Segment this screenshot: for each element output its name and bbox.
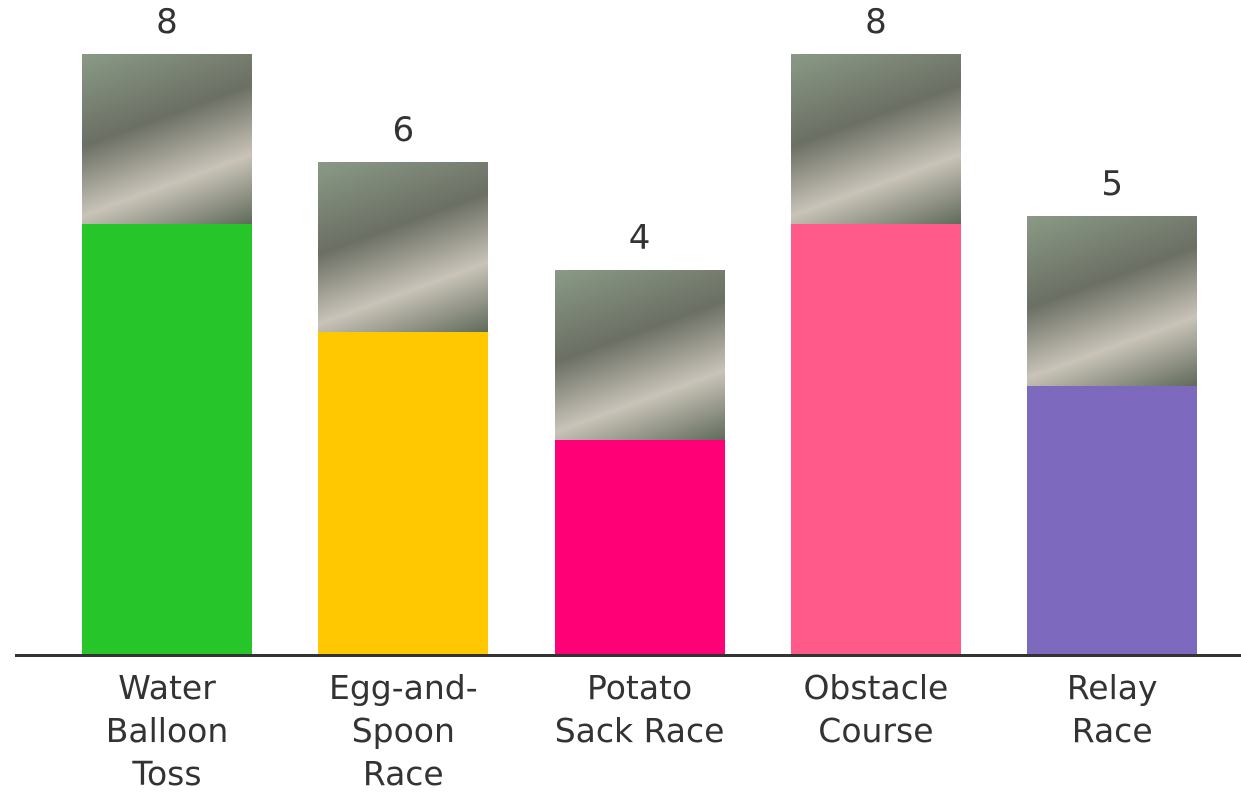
value-label: 8 [865, 2, 887, 42]
bar [318, 331, 489, 655]
x-tick-label: Potato Sack Race [554, 668, 725, 750]
x-tick-label: Relay Race [1066, 668, 1158, 750]
value-label: 5 [1101, 163, 1123, 204]
value-label: 8 [156, 2, 178, 42]
bar-image [318, 161, 489, 332]
x-tick-label: Obstacle Course [803, 668, 949, 750]
x-tick-label: Water Balloon Toss [105, 668, 229, 793]
bar [790, 224, 961, 655]
bar-image [82, 54, 252, 224]
bar-image [790, 54, 961, 224]
bar [554, 439, 725, 655]
x-axis-line [15, 654, 1241, 657]
bar-image [554, 269, 725, 440]
bar-image [1027, 215, 1198, 386]
bar [82, 224, 252, 655]
bar [1027, 385, 1198, 655]
x-tick-label: Egg-and-Spoon Race [328, 668, 478, 793]
value-label: 4 [628, 217, 651, 258]
value-label: 6 [392, 109, 415, 150]
